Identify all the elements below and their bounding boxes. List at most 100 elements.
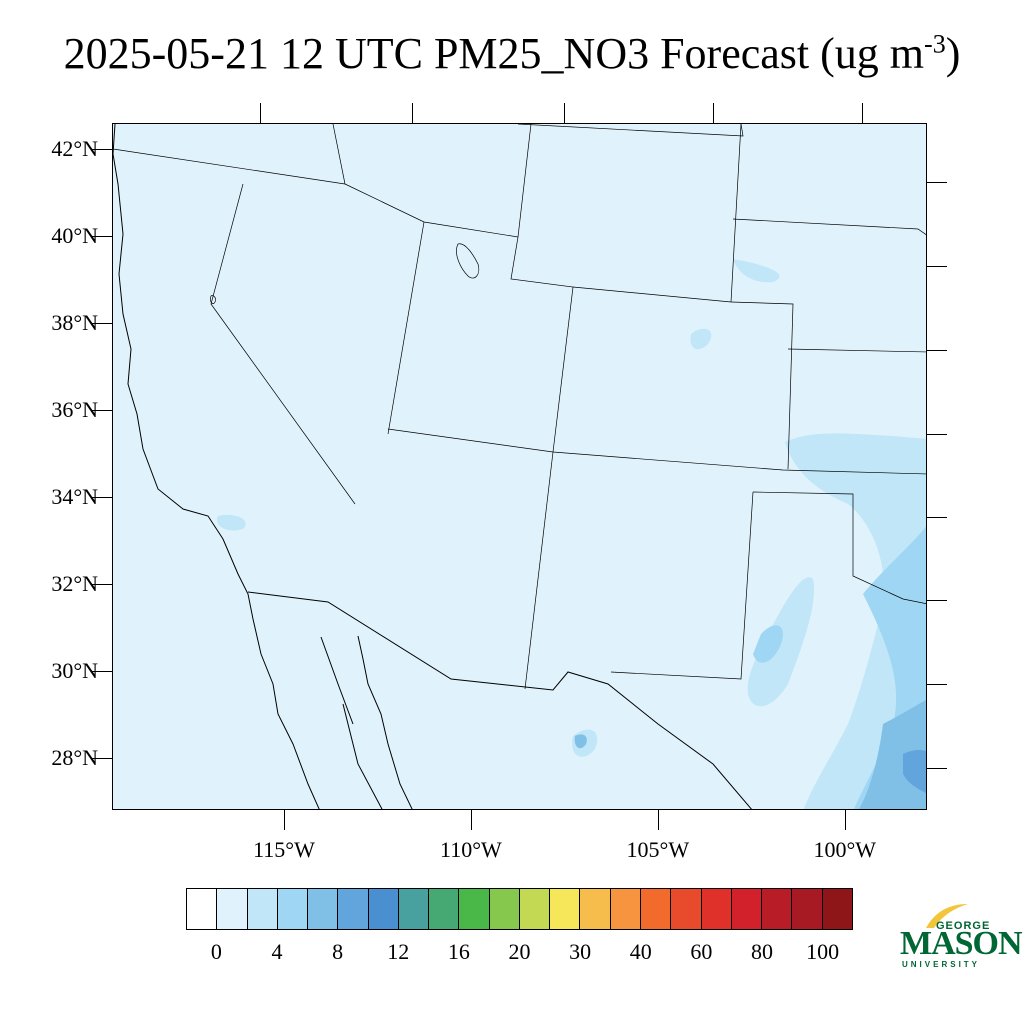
border-ut-co — [510, 236, 574, 453]
colorbar-swatch — [731, 889, 763, 929]
colorbar-swatch — [671, 889, 702, 929]
colorbar-label: 40 — [629, 939, 652, 964]
lat-tick — [92, 323, 112, 324]
border-ok-tx — [752, 491, 926, 604]
border-ks-ok — [787, 348, 926, 353]
lakes — [210, 243, 480, 304]
logo-swoosh-icon — [926, 904, 968, 928]
lat-tick-right — [927, 266, 947, 267]
lat-tick — [92, 757, 112, 759]
lat-tick — [92, 236, 112, 238]
colorbar-swatch — [610, 889, 641, 929]
lon-label: 100°W — [813, 837, 877, 862]
lat-tick — [92, 409, 112, 411]
colorbar-swatch — [429, 889, 460, 929]
map-title: 2025-05-21 12 UTC PM25_NO3 Forecast (ug … — [0, 24, 1024, 84]
lon-tick-top — [564, 103, 565, 123]
colorbar-swatch — [701, 889, 732, 929]
lat-tick — [92, 670, 112, 672]
colorbar-swatch — [277, 889, 309, 929]
lat-tick-right — [927, 182, 947, 183]
gmu-logo: GEORGE MASON UNIVERSITY — [896, 900, 1023, 970]
state-borders — [113, 124, 926, 690]
colorbar-swatch — [822, 889, 852, 929]
lon-tick-top — [412, 103, 413, 123]
shade-mexico-spot-inner — [574, 734, 587, 749]
lon-tick-top — [713, 103, 714, 123]
colorbar-swatch — [580, 889, 611, 929]
colorbar-swatch — [459, 889, 490, 929]
lon-tick — [844, 810, 846, 830]
us-mexico-border — [247, 591, 752, 809]
lat-label: 36°N — [51, 396, 98, 422]
lon-tick — [470, 810, 472, 830]
lat-tick-right — [927, 517, 947, 518]
shade-nebraska — [733, 259, 780, 283]
lon-label: 110°W — [440, 837, 502, 862]
colorbar-swatch — [792, 889, 823, 929]
lat-label: 32°N — [51, 570, 98, 596]
lon-label: 115°W — [253, 837, 315, 862]
lat-tick-right — [927, 684, 947, 685]
title-text: 2025-05-21 12 UTC PM25_NO3 Forecast (ug … — [63, 29, 925, 78]
lat-label: 34°N — [51, 483, 98, 509]
lon-tick — [283, 810, 285, 830]
logo-line2: MASON — [900, 925, 1023, 962]
great-salt-lake — [456, 243, 480, 279]
border-id-nv — [344, 124, 532, 238]
lat-tick-right — [927, 768, 947, 769]
border-wy-co — [572, 286, 732, 303]
colorbar-swatch — [640, 889, 672, 929]
border-ca-nv — [210, 183, 356, 505]
colorbar-swatch — [368, 889, 399, 929]
border-wy-ne — [517, 124, 744, 137]
shade-east-light — [785, 433, 926, 809]
colorbar-label: 4 — [271, 939, 283, 964]
lon-tick-top — [862, 103, 863, 123]
lon-label: 105°W — [626, 837, 690, 862]
title-close: ) — [945, 29, 961, 78]
lat-tick-right — [927, 350, 947, 351]
colorbar-swatch — [398, 889, 430, 929]
forecast-map — [112, 123, 927, 810]
colorbar — [186, 888, 853, 930]
logo-line3: UNIVERSITY — [902, 960, 981, 969]
colorbar-label: 16 — [447, 939, 470, 964]
lat-tick — [92, 583, 112, 585]
colorbar-label: 20 — [508, 939, 531, 964]
colorbar-swatch — [338, 889, 369, 929]
lake-tahoe — [210, 295, 216, 304]
border-az-nm — [524, 451, 554, 690]
colorbar-label: 60 — [690, 939, 713, 964]
shade-colorado — [690, 328, 712, 350]
colorbar-label: 100 — [806, 939, 840, 964]
lat-label: 40°N — [51, 223, 98, 249]
colorbar-label: 80 — [751, 939, 774, 964]
baja-east-coast — [357, 635, 413, 809]
sea-of-cortez — [320, 636, 383, 809]
title-superscript: -3 — [924, 29, 946, 59]
border-ne — [730, 124, 926, 303]
lat-label: 42°N — [51, 136, 98, 162]
colorbar-label: 30 — [569, 939, 592, 964]
colorbar-swatch — [519, 889, 551, 929]
colorbar-label: 0 — [210, 939, 222, 964]
colorbar-swatch — [308, 889, 339, 929]
lat-label: 28°N — [51, 744, 98, 770]
colorbar-swatch — [489, 889, 520, 929]
border-nm-tx — [610, 491, 754, 680]
boundaries — [113, 124, 752, 809]
border-nv-ut — [387, 221, 425, 435]
colorbar-swatch — [217, 889, 248, 929]
colorbar-swatch — [762, 889, 793, 929]
lat-tick-right — [927, 600, 947, 601]
border-id-mt — [332, 124, 346, 185]
colorbar-swatch — [247, 889, 278, 929]
lat-label: 38°N — [51, 310, 98, 335]
border-co-ks — [730, 301, 794, 470]
lat-tick — [92, 149, 112, 151]
colorbar-swatch — [187, 889, 218, 929]
colorbar-swatch — [550, 889, 581, 929]
border-or-ca — [113, 148, 346, 185]
concentration-shading — [217, 259, 926, 809]
